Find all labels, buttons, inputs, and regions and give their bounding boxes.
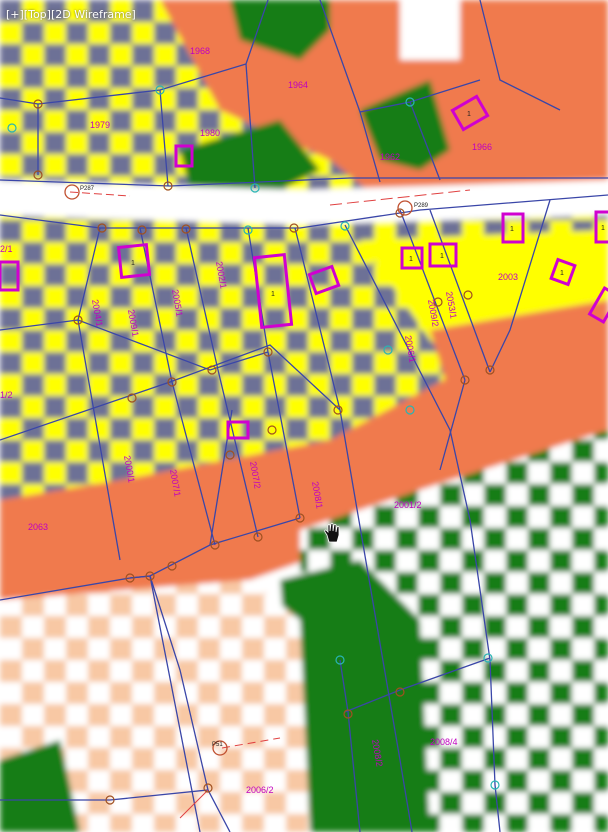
building-9[interactable]: 1 <box>549 257 577 287</box>
svg-text:2007/1: 2007/1 <box>168 469 183 498</box>
building-3[interactable] <box>307 264 341 296</box>
svg-text:P289: P289 <box>414 203 429 209</box>
svg-text:1: 1 <box>467 111 471 118</box>
red-annotation-lines <box>69 189 471 819</box>
svg-text:1/2: 1/2 <box>0 390 13 400</box>
svg-text:2000/1: 2000/1 <box>122 455 137 484</box>
svg-text:2008/4: 2008/4 <box>430 737 458 747</box>
svg-text:1: 1 <box>440 253 444 260</box>
lot-labels: 1968 1964 1979 1980 1962 1966 2003 2063 … <box>0 46 518 795</box>
svg-text:1: 1 <box>560 270 564 277</box>
svg-text:2008/2: 2008/2 <box>370 739 385 768</box>
viewport-controls-label[interactable]: [+][Top][2D Wireframe] <box>6 8 136 21</box>
building-7[interactable]: 1 <box>428 242 458 268</box>
building-8[interactable]: 1 <box>501 212 525 244</box>
svg-text:1962: 1962 <box>380 152 400 162</box>
building-6[interactable]: 1 <box>400 246 424 270</box>
svg-text:1980: 1980 <box>200 128 220 138</box>
building-12[interactable] <box>0 260 20 292</box>
svg-text:2007/2: 2007/2 <box>248 461 263 490</box>
svg-text:P287: P287 <box>80 186 95 192</box>
hand-pan-icon <box>324 523 340 543</box>
survey-point-p289[interactable]: P289 <box>397 200 429 216</box>
svg-text:2009/2: 2009/2 <box>426 299 441 328</box>
svg-text:2009/1: 2009/1 <box>126 309 141 338</box>
survey-point-p287[interactable]: P287 <box>64 184 95 200</box>
svg-text:2003: 2003 <box>498 272 518 282</box>
survey-point-p51[interactable]: P51 <box>212 740 228 756</box>
svg-text:2006/1: 2006/1 <box>403 335 418 364</box>
svg-text:2005/1: 2005/1 <box>170 289 185 318</box>
svg-text:2006/2: 2006/2 <box>246 785 274 795</box>
svg-text:1: 1 <box>601 225 605 232</box>
svg-text:2053/1: 2053/1 <box>444 291 459 320</box>
svg-text:2/1: 2/1 <box>0 244 13 254</box>
svg-text:1: 1 <box>131 260 135 267</box>
svg-text:1964: 1964 <box>288 80 308 90</box>
svg-text:2063: 2063 <box>28 522 48 532</box>
building-5[interactable] <box>226 420 250 440</box>
building-13[interactable] <box>587 285 608 325</box>
svg-text:1966: 1966 <box>472 142 492 152</box>
svg-text:2004/1: 2004/1 <box>90 299 105 328</box>
svg-text:1979: 1979 <box>90 120 110 130</box>
svg-text:2001/2: 2001/2 <box>394 500 422 510</box>
svg-text:P51: P51 <box>212 742 223 748</box>
building-11[interactable]: 1 <box>594 210 608 244</box>
building-1[interactable]: 1 <box>116 242 152 280</box>
building-4[interactable] <box>174 144 194 168</box>
building-2[interactable]: 1 <box>252 252 294 330</box>
svg-text:1968: 1968 <box>190 46 210 56</box>
building-10[interactable]: 1 <box>450 94 490 132</box>
vertex-markers <box>33 99 495 805</box>
svg-text:1: 1 <box>409 256 413 263</box>
svg-text:1: 1 <box>271 291 275 298</box>
svg-text:2008/1: 2008/1 <box>310 481 325 510</box>
svg-text:2002/1: 2002/1 <box>214 261 229 290</box>
vertex-markers-cyan <box>7 85 500 790</box>
svg-text:1: 1 <box>510 226 514 233</box>
buildings: 1 1 1 1 <box>0 94 608 440</box>
